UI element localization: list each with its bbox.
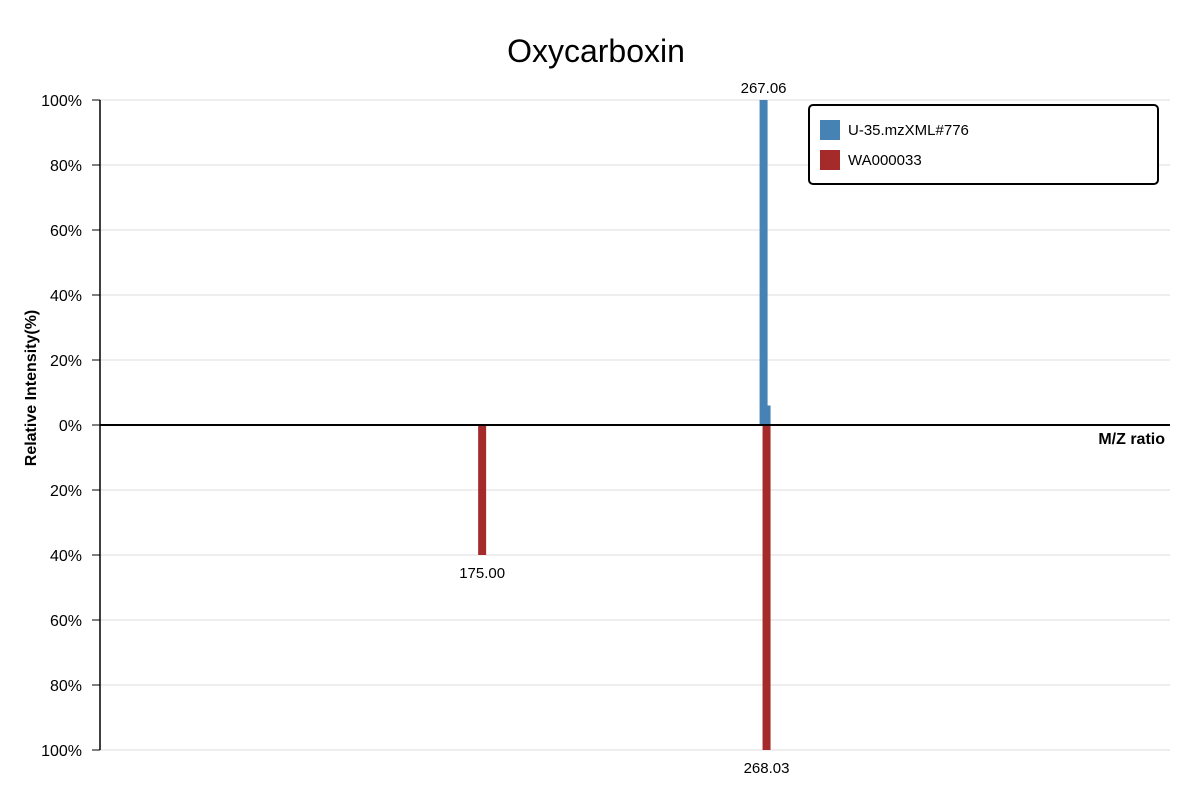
y-tick-label: 100% (41, 743, 82, 760)
peak-bar (478, 425, 487, 555)
peak-label: 267.06 (741, 80, 787, 97)
x-axis-label: M/Z ratio (1098, 431, 1165, 448)
legend-swatch (820, 120, 840, 140)
y-tick-label: 40% (50, 548, 82, 565)
peak-label: 268.03 (744, 760, 790, 777)
legend-box (808, 104, 1159, 185)
legend-items: U-35.mzXML#776 WA000033 (820, 120, 969, 170)
y-tick-label: 0% (59, 418, 82, 435)
peak-label: 175.00 (459, 565, 505, 582)
legend: U-35.mzXML#776 WA000033 (808, 104, 1159, 185)
peak-bar (762, 405, 771, 425)
y-tick-label: 80% (50, 158, 82, 175)
peak-bars (478, 100, 771, 750)
y-axis-label: Relative Intensity(%) (23, 310, 40, 466)
y-tick-label: 40% (50, 288, 82, 305)
y-tick-label: 100% (41, 93, 82, 110)
chart-title: Oxycarboxin (507, 33, 685, 69)
legend-swatch (820, 150, 840, 170)
y-tick-labels: 100% 80% 60% 40% 20% 0% 20% 40% 60% 80% 100% (41, 93, 82, 760)
grid-lines (92, 99, 1170, 751)
y-tick-label: 60% (50, 613, 82, 630)
y-tick-label: 20% (50, 353, 82, 370)
peak-labels: 267.06 175.00 268.03 (459, 80, 789, 777)
y-tick-label: 80% (50, 678, 82, 695)
legend-label: WA000033 (848, 152, 922, 169)
peak-bar (759, 100, 768, 425)
legend-label: U-35.mzXML#776 (848, 122, 969, 139)
y-tick-label: 60% (50, 223, 82, 240)
y-tick-label: 20% (50, 483, 82, 500)
peak-bar (762, 425, 771, 750)
